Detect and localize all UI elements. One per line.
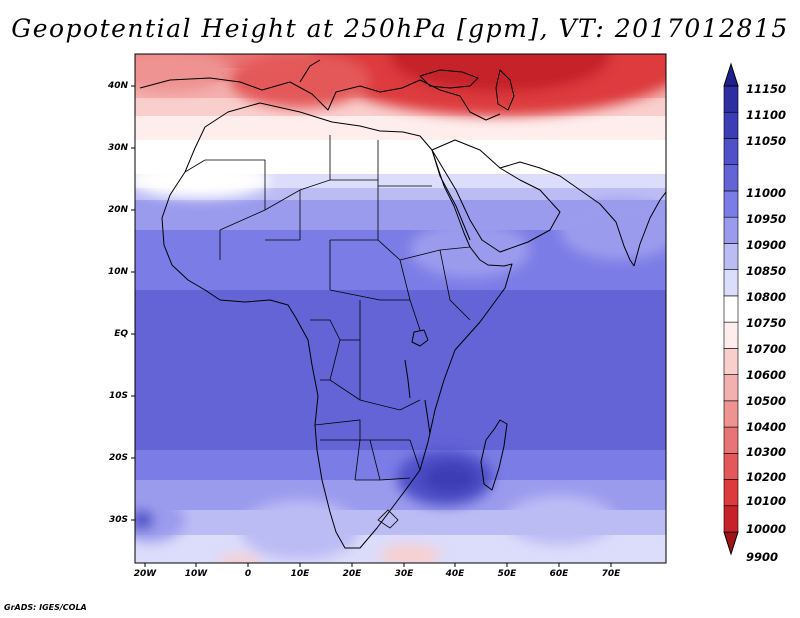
- lake-tanganyika: [404, 359, 411, 399]
- lat-label-20s: 20S: [108, 453, 128, 463]
- grads-credit: GrADS: IGES/COLA: [4, 603, 87, 612]
- lat-label-30n: 30N: [107, 143, 128, 153]
- lon-label-10e: 10E: [290, 569, 310, 579]
- colorbar-segment: [723, 138, 739, 166]
- colorbar-triangle-high: [723, 62, 739, 87]
- colorbar-label: 10700: [746, 342, 787, 356]
- colorbar-segment: [723, 505, 739, 533]
- colorbar-segment: [723, 269, 739, 297]
- arabia-coastline: [431, 139, 561, 253]
- colorbar-label: 10200: [746, 470, 787, 484]
- colorbar-segment: [723, 400, 739, 428]
- colorbar-label: 10600: [746, 368, 787, 382]
- country-borders: [184, 135, 471, 529]
- colorbar-label: 10400: [746, 420, 787, 434]
- colorbar-label: 10950: [746, 212, 787, 226]
- africa-coastline: [161, 102, 513, 549]
- lat-label-10n: 10N: [107, 267, 128, 277]
- lon-label-70e: 70E: [601, 569, 621, 579]
- black-sea: [419, 69, 479, 89]
- colorbar-segment: [723, 111, 739, 139]
- lon-label-60e: 60E: [549, 569, 569, 579]
- axis-ticks: [131, 85, 612, 567]
- colorbar-label: 10900: [746, 238, 787, 252]
- madagascar-coastline: [480, 419, 508, 491]
- lon-label-30e: 30E: [394, 569, 414, 579]
- lon-label-20w: 20W: [133, 569, 157, 579]
- lat-label-40n: 40N: [107, 81, 128, 91]
- colorbar-label: 11000: [746, 186, 787, 200]
- figure-title: Geopotential Height at 250hPa [gpm], VT:…: [11, 14, 789, 43]
- colorbar-label: 11050: [746, 134, 787, 148]
- colorbar-segment: [723, 321, 739, 349]
- lat-label-20n: 20N: [107, 205, 128, 215]
- lake-malawi: [424, 399, 431, 435]
- caspian-sea: [495, 69, 515, 111]
- lon-label-10w: 10W: [184, 569, 208, 579]
- colorbar-label: 10850: [746, 264, 787, 278]
- colorbar-segment: [723, 479, 739, 507]
- colorbar-label: 10750: [746, 316, 787, 330]
- lon-label-40e: 40E: [445, 569, 465, 579]
- colorbar: [723, 62, 739, 556]
- map-frame: [134, 53, 667, 564]
- europe-coastline: [139, 59, 501, 121]
- height-field: [135, 54, 666, 563]
- colorbar-segment: [723, 164, 739, 192]
- colorbar-segment: [723, 295, 739, 323]
- colorbar-segment: [723, 348, 739, 375]
- lon-label-0: 0: [244, 569, 252, 579]
- colorbar-label: 11150: [746, 82, 787, 96]
- colorbar-segment: [723, 190, 739, 218]
- colorbar-label: 10300: [746, 445, 787, 459]
- colorbar-label: 10000: [746, 522, 787, 536]
- colorbar-segment: [723, 452, 739, 480]
- colorbar-triangle-low: [723, 531, 739, 556]
- lon-label-50e: 50E: [497, 569, 517, 579]
- red-sea: [431, 149, 471, 241]
- colorbar-segment: [723, 216, 739, 244]
- lat-label-10s: 10S: [108, 391, 128, 401]
- colorbar-label: 10500: [746, 394, 787, 408]
- colorbar-segment: [723, 374, 739, 402]
- asia-coastline: [499, 161, 666, 267]
- lon-label-20e: 20E: [342, 569, 362, 579]
- lat-label-eq: EQ: [114, 329, 128, 339]
- colorbar-label: 11100: [746, 108, 787, 122]
- colorbar-label: 10100: [746, 494, 787, 508]
- colorbar-segment: [723, 426, 739, 454]
- colorbar-segment: [723, 243, 739, 270]
- colorbar-segment: [723, 85, 739, 113]
- colorbar-label: 9900: [746, 550, 779, 564]
- coastlines: [139, 59, 666, 549]
- colorbar-label: 10800: [746, 290, 787, 304]
- lat-label-30s: 30S: [108, 515, 128, 525]
- lake-victoria: [411, 329, 429, 347]
